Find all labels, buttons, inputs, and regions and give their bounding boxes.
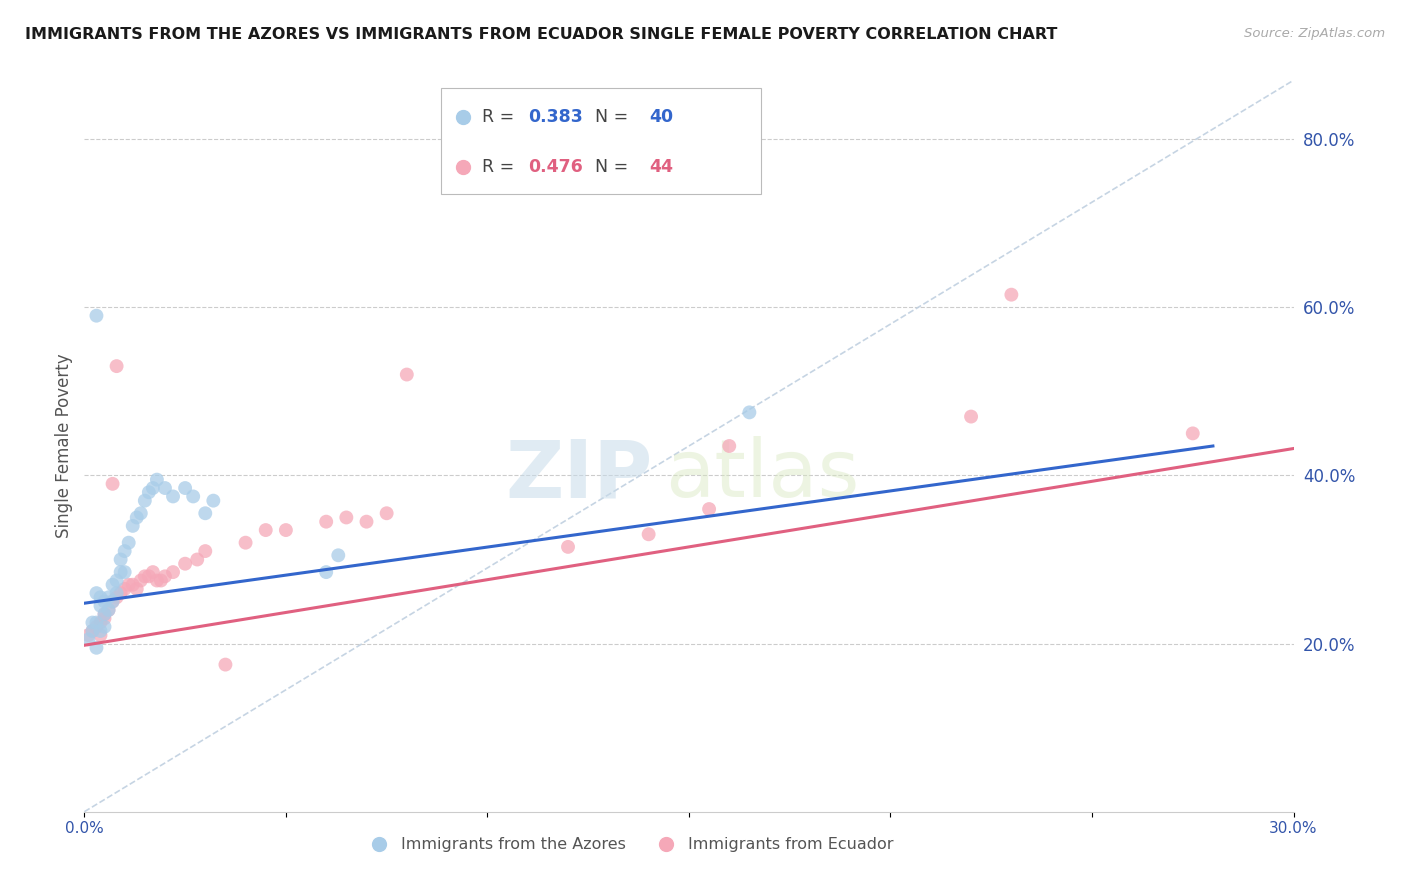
Point [86,620,108,634]
Point [149,574,172,588]
Point [356,515,378,529]
Point [125,510,148,524]
Point [105,574,128,588]
Point [121,519,143,533]
Point [138,485,160,500]
Point [114,582,136,596]
Text: N =: N = [583,158,634,176]
Point [86,586,108,600]
Point [328,549,350,563]
Point [335,510,357,524]
Point [1000,287,1022,301]
Legend: Immigrants from the Azores, Immigrants from Ecuador: Immigrants from the Azores, Immigrants f… [357,830,900,859]
Point [86,640,108,655]
Point [254,523,277,537]
Point [114,565,136,579]
Point [315,565,337,579]
Point [134,569,156,583]
Point [181,490,204,504]
Point [129,506,152,520]
Text: R =: R = [482,158,520,176]
Point [194,506,217,520]
Y-axis label: Single Female Poverty: Single Female Poverty [55,354,73,538]
Point [97,603,120,617]
Point [121,578,143,592]
Point [105,359,128,373]
Point [110,565,132,579]
Point [77,628,100,642]
Point [89,591,111,605]
Point [194,544,217,558]
Point [162,565,184,579]
Point [146,473,169,487]
Point [153,481,176,495]
Point [118,578,141,592]
Point [89,628,111,642]
Point [395,368,418,382]
Point [89,599,111,613]
Text: Source: ZipAtlas.com: Source: ZipAtlas.com [1244,27,1385,40]
Point [637,527,659,541]
Point [153,569,176,583]
Point [77,632,100,647]
Point [146,574,169,588]
Point [697,502,720,516]
Point [101,578,124,592]
Point [114,544,136,558]
Point [110,552,132,566]
Point [315,515,337,529]
Text: R =: R = [482,108,520,127]
Point [125,582,148,596]
Point [274,523,297,537]
Point [93,620,115,634]
Point [93,611,115,625]
Text: ZIP: ZIP [505,436,652,515]
FancyBboxPatch shape [441,87,762,194]
Point [186,552,208,566]
Point [118,535,141,549]
Point [86,615,108,630]
Text: 40: 40 [650,108,673,127]
Point [214,657,236,672]
Point [89,624,111,638]
Text: N =: N = [583,108,634,127]
Point [105,591,128,605]
Point [1181,426,1204,441]
Point [162,490,184,504]
Point [93,607,115,622]
Point [93,607,115,622]
Text: 0.383: 0.383 [529,108,583,127]
Point [138,569,160,583]
Point [960,409,983,424]
Point [202,493,225,508]
Point [82,615,104,630]
Text: atlas: atlas [665,436,859,515]
Point [110,586,132,600]
Point [82,624,104,638]
Point [86,309,108,323]
Point [174,557,197,571]
Point [142,481,165,495]
Point [101,594,124,608]
Point [129,574,152,588]
Point [718,439,741,453]
Point [134,493,156,508]
Point [174,481,197,495]
Text: 0.476: 0.476 [529,158,583,176]
Point [82,624,104,638]
Text: 44: 44 [650,158,673,176]
Point [97,603,120,617]
Point [235,535,257,549]
Point [557,540,579,554]
Point [101,476,124,491]
Text: IMMIGRANTS FROM THE AZORES VS IMMIGRANTS FROM ECUADOR SINGLE FEMALE POVERTY CORR: IMMIGRANTS FROM THE AZORES VS IMMIGRANTS… [25,27,1057,42]
Point [101,594,124,608]
Point [142,565,165,579]
Point [738,405,761,419]
Point [89,615,111,630]
Point [105,586,128,600]
Point [97,591,120,605]
Point [375,506,398,520]
Point [93,594,115,608]
